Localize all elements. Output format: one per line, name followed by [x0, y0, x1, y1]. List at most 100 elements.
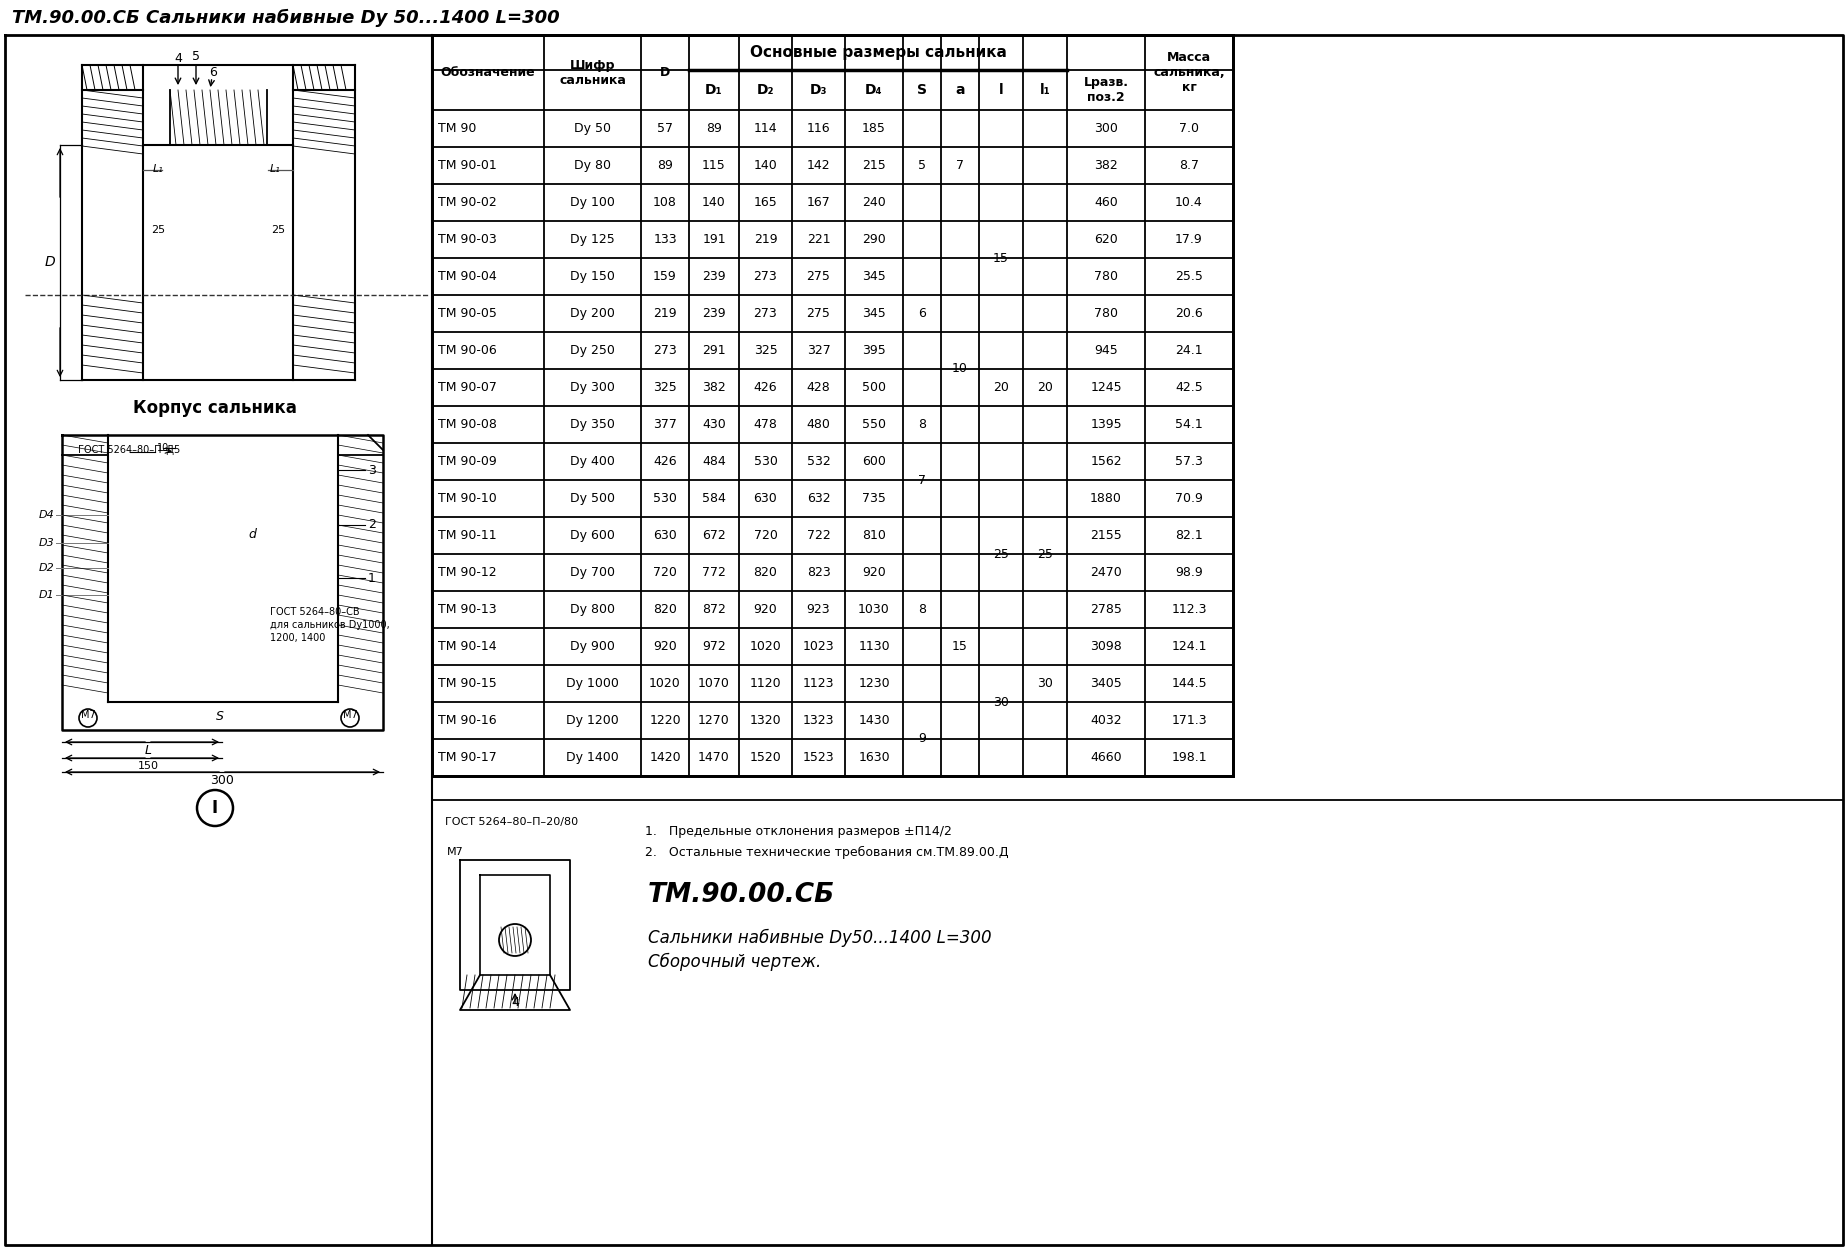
Text: 1395: 1395 — [1090, 418, 1122, 432]
Text: 221: 221 — [808, 233, 830, 246]
Text: ТМ 90-11: ТМ 90-11 — [438, 529, 497, 542]
Text: 426: 426 — [652, 455, 676, 468]
Text: ТМ 90-09: ТМ 90-09 — [438, 455, 497, 468]
Text: ГОСТ 5264–80–П–20/80: ГОСТ 5264–80–П–20/80 — [445, 817, 578, 827]
Text: 1070: 1070 — [699, 677, 730, 691]
Text: I: I — [213, 799, 218, 817]
Text: 17.9: 17.9 — [1175, 233, 1203, 246]
Text: 1.   Предельные отклонения размеров ±П14/2: 1. Предельные отклонения размеров ±П14/2 — [645, 826, 952, 838]
Text: ТМ 90-05: ТМ 90-05 — [438, 306, 497, 320]
Text: 480: 480 — [806, 418, 830, 432]
Text: 377: 377 — [652, 418, 676, 432]
Text: 240: 240 — [863, 196, 885, 209]
Text: D₁: D₁ — [706, 83, 723, 98]
Text: 2785: 2785 — [1090, 603, 1122, 615]
Text: 4660: 4660 — [1090, 751, 1122, 764]
Text: D₄: D₄ — [865, 83, 883, 98]
Text: ТМ 90-06: ТМ 90-06 — [438, 344, 497, 357]
Text: D: D — [44, 255, 55, 269]
Text: D2: D2 — [39, 563, 54, 573]
Text: 1220: 1220 — [649, 714, 680, 727]
Text: Dy 1200: Dy 1200 — [565, 714, 619, 727]
Text: 159: 159 — [652, 270, 676, 283]
Text: Dy 250: Dy 250 — [569, 344, 615, 357]
Text: 171.3: 171.3 — [1172, 714, 1207, 727]
Text: 300: 300 — [211, 773, 235, 787]
Text: Шифр
сальника: Шифр сальника — [560, 59, 626, 86]
Text: ТМ 90-03: ТМ 90-03 — [438, 233, 497, 246]
Text: 291: 291 — [702, 344, 726, 357]
Text: 2.   Остальные технические требования см.ТМ.89.00.Д: 2. Остальные технические требования см.Т… — [645, 846, 1009, 858]
Text: Dy 300: Dy 300 — [569, 382, 615, 394]
Text: Dy 900: Dy 900 — [569, 641, 615, 653]
Text: 820: 820 — [652, 603, 676, 615]
Text: Масса
сальника,
кг: Масса сальника, кг — [1153, 51, 1225, 94]
Text: 4: 4 — [174, 51, 181, 65]
Text: Dy 1400: Dy 1400 — [565, 751, 619, 764]
Text: 720: 720 — [652, 565, 676, 579]
Text: 8: 8 — [918, 603, 926, 615]
Text: 1270: 1270 — [699, 714, 730, 727]
Text: l₁: l₁ — [1040, 83, 1050, 98]
Text: 144.5: 144.5 — [1172, 677, 1207, 691]
Text: 920: 920 — [754, 603, 778, 615]
Text: 530: 530 — [652, 492, 676, 505]
Text: 1130: 1130 — [857, 641, 891, 653]
Text: L: L — [144, 743, 152, 757]
Text: S: S — [216, 711, 224, 723]
Text: 920: 920 — [652, 641, 676, 653]
Text: 54.1: 54.1 — [1175, 418, 1203, 432]
Text: 1630: 1630 — [857, 751, 891, 764]
Text: ТМ 90-16: ТМ 90-16 — [438, 714, 497, 727]
Text: ТМ.90.00.СБ Сальники набивные Dy 50...1400 L=300: ТМ.90.00.СБ Сальники набивные Dy 50...14… — [11, 9, 560, 28]
Text: 108: 108 — [652, 196, 676, 209]
Text: M7: M7 — [81, 711, 96, 721]
Text: 426: 426 — [754, 382, 778, 394]
Text: 1123: 1123 — [802, 677, 833, 691]
Text: 82.1: 82.1 — [1175, 529, 1203, 542]
Text: ТМ 90-12: ТМ 90-12 — [438, 565, 497, 579]
Text: 325: 325 — [754, 344, 778, 357]
Text: 735: 735 — [861, 492, 885, 505]
Text: 290: 290 — [863, 233, 885, 246]
Text: 273: 273 — [754, 306, 778, 320]
Text: 584: 584 — [702, 492, 726, 505]
Text: 5: 5 — [192, 50, 200, 63]
Text: D₂: D₂ — [756, 83, 774, 98]
Text: 150: 150 — [137, 761, 159, 771]
Text: 6: 6 — [918, 306, 926, 320]
Text: 8: 8 — [918, 418, 926, 432]
Text: 780: 780 — [1094, 306, 1118, 320]
Text: 923: 923 — [808, 603, 830, 615]
Text: 30: 30 — [1037, 677, 1053, 691]
Text: M7: M7 — [342, 711, 357, 721]
Text: 872: 872 — [702, 603, 726, 615]
Text: 2470: 2470 — [1090, 565, 1122, 579]
Text: Dy 150: Dy 150 — [569, 270, 615, 283]
Text: 620: 620 — [1094, 233, 1118, 246]
Text: 1430: 1430 — [857, 714, 891, 727]
Text: ТМ 90-14: ТМ 90-14 — [438, 641, 497, 653]
Text: 142: 142 — [808, 159, 830, 171]
Text: 720: 720 — [754, 529, 778, 542]
Text: 140: 140 — [754, 159, 778, 171]
Text: Dy 400: Dy 400 — [569, 455, 615, 468]
Text: 42.5: 42.5 — [1175, 382, 1203, 394]
Text: ГОСТ 5264–80–П–Д5: ГОСТ 5264–80–П–Д5 — [78, 445, 181, 455]
Text: 428: 428 — [806, 382, 830, 394]
Text: 780: 780 — [1094, 270, 1118, 283]
Text: ГОСТ 5264–80–СВ: ГОСТ 5264–80–СВ — [270, 607, 360, 617]
Text: 98.9: 98.9 — [1175, 565, 1203, 579]
Text: 70.9: 70.9 — [1175, 492, 1203, 505]
Text: 219: 219 — [652, 306, 676, 320]
Text: 273: 273 — [652, 344, 676, 357]
Text: 185: 185 — [861, 123, 885, 135]
Text: 20.6: 20.6 — [1175, 306, 1203, 320]
Text: 1030: 1030 — [857, 603, 891, 615]
Text: 275: 275 — [806, 306, 830, 320]
Text: 600: 600 — [861, 455, 885, 468]
Text: ТМ 90-15: ТМ 90-15 — [438, 677, 497, 691]
Text: 550: 550 — [861, 418, 885, 432]
Text: 1023: 1023 — [802, 641, 833, 653]
Text: 25: 25 — [272, 225, 285, 235]
